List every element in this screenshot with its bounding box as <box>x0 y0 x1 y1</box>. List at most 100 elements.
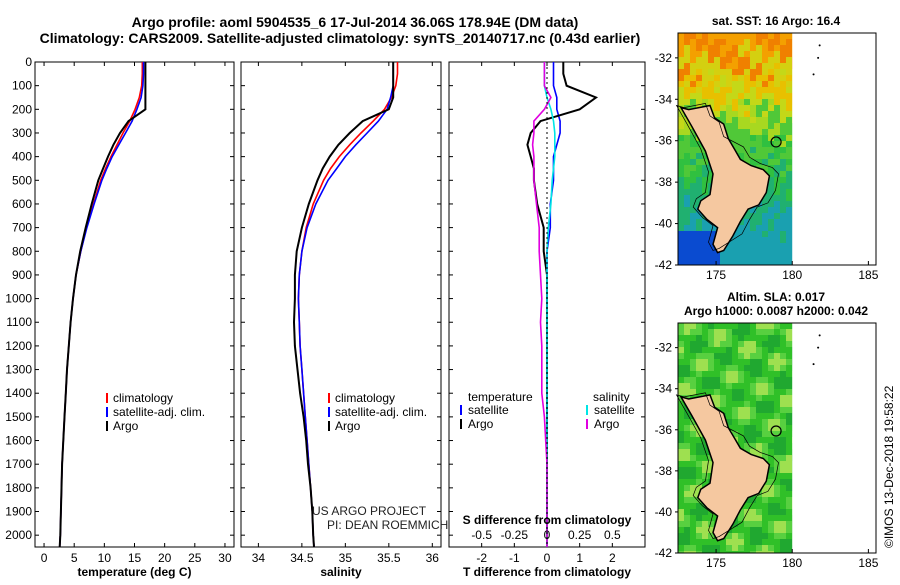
map-cell <box>750 141 756 147</box>
depth-tick-label: 100 <box>12 79 32 93</box>
map-cell <box>720 57 726 63</box>
map-cell <box>732 117 738 123</box>
map-cell <box>738 147 744 153</box>
map-cell <box>762 533 768 539</box>
map-cell <box>738 395 744 401</box>
map-cell <box>696 57 702 63</box>
map-cell <box>684 51 690 57</box>
map-cell <box>738 371 744 377</box>
map-cell <box>774 261 780 265</box>
map-cell <box>702 69 708 75</box>
island-dot <box>817 57 819 59</box>
map-cell <box>696 539 702 545</box>
map-cell <box>732 249 738 255</box>
map-cell <box>744 69 750 75</box>
map-cell <box>774 389 780 395</box>
map-cell <box>678 497 684 503</box>
map-cell <box>762 237 768 243</box>
map-cell <box>768 129 774 135</box>
map-cell <box>726 413 732 419</box>
map-cell <box>732 99 738 105</box>
map-cell <box>750 81 756 87</box>
map-cell <box>732 69 738 75</box>
map-cell <box>786 33 792 39</box>
map-cell <box>714 335 720 341</box>
map-cell <box>732 365 738 371</box>
map-cell <box>774 485 780 491</box>
map-cell <box>714 75 720 81</box>
map-cell <box>702 545 708 551</box>
x-tick-label: 36 <box>426 551 440 565</box>
map-cell <box>714 341 720 347</box>
map-cell <box>678 201 684 207</box>
map-cell <box>690 255 696 261</box>
map-cell <box>708 249 714 255</box>
map-cell <box>678 147 684 153</box>
map-cell <box>780 521 786 527</box>
map-cell <box>780 401 786 407</box>
map-cell <box>726 63 732 69</box>
map-cell <box>786 111 792 117</box>
map-cell <box>744 431 750 437</box>
legend-entry: climatology <box>335 391 395 405</box>
map-cell <box>750 323 756 329</box>
map-cell <box>780 509 786 515</box>
map-cell <box>774 437 780 443</box>
map-cell <box>684 455 690 461</box>
map-cell <box>708 99 714 105</box>
x-tick-label: -2 <box>476 551 487 565</box>
map-cell <box>690 353 696 359</box>
map-cell <box>684 183 690 189</box>
map-cell <box>774 365 780 371</box>
map-cell <box>702 371 708 377</box>
map-cell <box>768 33 774 39</box>
map-cell <box>732 377 738 383</box>
map-cell <box>774 401 780 407</box>
map-cell <box>756 75 762 81</box>
map-cell <box>720 359 726 365</box>
map-cell <box>756 69 762 75</box>
map-cell <box>750 243 756 249</box>
legend-salinity-title: salinity <box>593 390 630 404</box>
map-cell <box>732 45 738 51</box>
map-cell <box>690 515 696 521</box>
map-cell <box>744 419 750 425</box>
map-cell <box>690 81 696 87</box>
map-cell <box>696 159 702 165</box>
map-cell <box>780 353 786 359</box>
map-cell <box>756 255 762 261</box>
map-cell <box>690 159 696 165</box>
map-cell <box>726 249 732 255</box>
map-cell <box>768 383 774 389</box>
map-cell <box>684 485 690 491</box>
map-cell <box>684 261 690 265</box>
map-cell <box>750 69 756 75</box>
map-cell <box>780 527 786 533</box>
map-cell <box>762 515 768 521</box>
map-cell <box>708 545 714 551</box>
map-cell <box>738 33 744 39</box>
map-cell <box>684 81 690 87</box>
map-cell <box>714 383 720 389</box>
legend-entry: climatology <box>113 391 173 405</box>
map-cell <box>750 425 756 431</box>
map-cell <box>678 527 684 533</box>
map-cell <box>768 419 774 425</box>
map-cell <box>732 383 738 389</box>
map-cell <box>690 231 696 237</box>
map-cell <box>714 45 720 51</box>
map-cell <box>678 51 684 57</box>
map-cell <box>702 249 708 255</box>
map-cell <box>738 57 744 63</box>
map-cell <box>684 431 690 437</box>
map-cell <box>756 87 762 93</box>
map-cell <box>780 231 786 237</box>
legend-entry: satellite-adj. clim. <box>335 405 427 419</box>
map-cell <box>756 63 762 69</box>
map-cell <box>696 335 702 341</box>
map-cell <box>720 383 726 389</box>
map-cell <box>744 99 750 105</box>
map-cell <box>720 255 726 261</box>
map-cell <box>780 33 786 39</box>
map-cell <box>690 509 696 515</box>
